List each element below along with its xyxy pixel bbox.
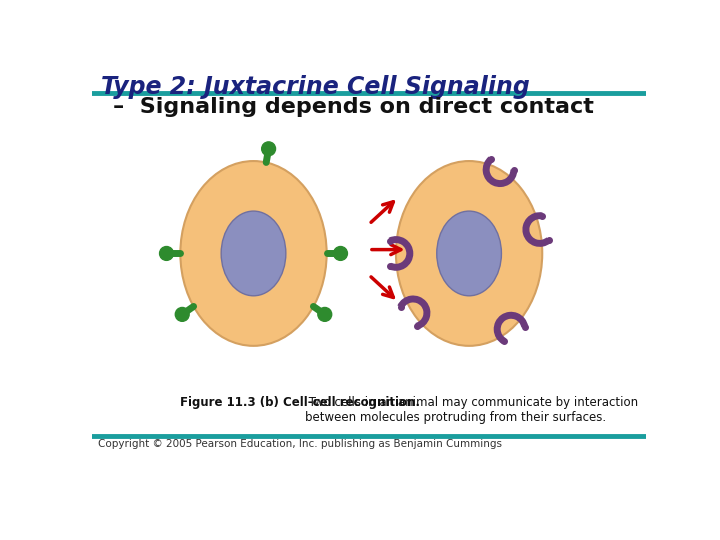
Ellipse shape [221, 211, 286, 296]
Ellipse shape [437, 211, 501, 296]
Circle shape [160, 247, 174, 260]
Text: Type 2: Juxtacrine Cell Signaling: Type 2: Juxtacrine Cell Signaling [101, 75, 530, 99]
Circle shape [333, 247, 348, 260]
Circle shape [261, 142, 276, 156]
Circle shape [175, 307, 189, 321]
Text: Figure 11.3 (b) Cell-cell recognition.: Figure 11.3 (b) Cell-cell recognition. [180, 396, 420, 409]
Circle shape [318, 307, 332, 321]
Text: Two cells in an animal may communicate by interaction
between molecules protrudi: Two cells in an animal may communicate b… [305, 396, 638, 424]
Text: Copyright © 2005 Pearson Education, Inc. publishing as Benjamin Cummings: Copyright © 2005 Pearson Education, Inc.… [98, 439, 502, 449]
Text: –  Signaling depends on direct contact: – Signaling depends on direct contact [113, 97, 594, 117]
Ellipse shape [396, 161, 542, 346]
Ellipse shape [180, 161, 327, 346]
